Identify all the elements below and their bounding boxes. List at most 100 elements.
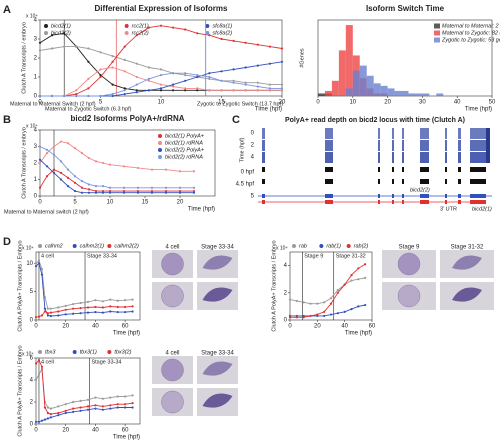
- data-point: [52, 168, 56, 171]
- data-point: [73, 147, 77, 150]
- heat-band: [458, 140, 461, 151]
- data-point: [343, 310, 346, 313]
- coverage: [378, 179, 380, 184]
- hist-bar: [338, 50, 346, 96]
- data-point: [350, 279, 353, 282]
- y-scale-label: x 10⁴: [22, 351, 34, 357]
- data-point: [43, 406, 47, 409]
- annotation-label: 4 cell: [41, 253, 54, 259]
- exon: [325, 200, 333, 204]
- annotation-label: Stage 9: [304, 253, 323, 259]
- data-point: [196, 89, 199, 92]
- heat-band: [378, 128, 380, 139]
- data-point: [57, 414, 60, 417]
- data-point: [178, 191, 182, 194]
- data-point: [38, 158, 42, 161]
- data-point: [131, 406, 134, 409]
- data-point: [38, 94, 42, 98]
- data-point: [288, 298, 292, 301]
- x-tick-label: 30: [419, 100, 426, 106]
- data-point: [101, 405, 104, 408]
- x-tick-label: 60: [369, 324, 376, 330]
- exon: [420, 194, 429, 198]
- data-point: [172, 72, 175, 75]
- data-point: [63, 45, 66, 48]
- data-point: [122, 189, 126, 193]
- embryo: [202, 361, 233, 376]
- y-tick-label: 6: [30, 356, 34, 362]
- data-point: [220, 37, 223, 41]
- legend-marker: [107, 244, 112, 248]
- data-point: [43, 418, 47, 421]
- legend-marker: [107, 350, 112, 354]
- y-tick-label: 0: [34, 94, 38, 100]
- gene-label: bicd2(2): [410, 187, 430, 193]
- data-point: [135, 91, 138, 94]
- row-label: 5: [251, 194, 255, 200]
- data-point: [99, 94, 102, 98]
- coverage: [392, 179, 394, 184]
- data-point: [109, 407, 112, 410]
- data-point: [116, 406, 119, 409]
- data-point: [94, 299, 97, 302]
- exon: [392, 200, 394, 204]
- data-point: [80, 152, 84, 155]
- exon: [445, 200, 447, 204]
- data-point: [244, 81, 247, 84]
- y-tick-label: 0: [284, 318, 288, 324]
- data-point: [34, 265, 38, 268]
- legend-marker: [44, 24, 48, 28]
- coverage: [420, 167, 429, 172]
- data-point: [75, 93, 78, 96]
- panel-letter: A: [3, 4, 11, 16]
- data-point: [184, 87, 187, 90]
- data-point: [72, 400, 75, 404]
- data-point: [49, 416, 52, 419]
- exon: [325, 194, 333, 198]
- data-point: [34, 316, 38, 319]
- data-point: [66, 176, 70, 179]
- legend-label: Maternal to Zygotic: 82 genes: [442, 30, 500, 36]
- data-point: [87, 183, 91, 186]
- legend-marker: [205, 24, 210, 28]
- data-point: [184, 72, 187, 75]
- data-point: [75, 45, 78, 48]
- heat-band: [262, 128, 265, 139]
- x-axis-label: Time (hpf): [113, 435, 140, 441]
- data-point: [66, 168, 70, 171]
- data-point: [59, 178, 63, 181]
- image-label: Stage 31-32: [451, 245, 484, 251]
- x-tick-label: 0: [316, 100, 320, 106]
- data-point: [172, 83, 175, 86]
- x-tick-label: 10: [107, 200, 114, 206]
- legend-marker: [158, 141, 162, 145]
- x-tick-label: 5: [73, 200, 77, 206]
- data-point: [86, 306, 90, 309]
- data-point: [131, 310, 134, 313]
- data-point: [131, 402, 134, 405]
- data-point: [101, 300, 104, 303]
- data-point: [268, 89, 271, 92]
- annotation-label: Stage 33-34: [91, 359, 121, 365]
- y-tick-label: 4: [34, 128, 38, 134]
- legend-label: tbx3(2): [114, 349, 131, 355]
- data-point: [52, 171, 56, 174]
- data-point: [64, 308, 67, 311]
- data-point: [288, 316, 292, 319]
- data-point: [111, 60, 114, 63]
- data-point: [109, 310, 112, 313]
- data-point: [109, 305, 112, 308]
- data-point: [136, 191, 140, 194]
- data-point: [79, 307, 82, 310]
- embryo: [452, 287, 482, 302]
- data-point: [280, 87, 284, 90]
- data-point: [46, 314, 49, 317]
- exon: [445, 194, 447, 198]
- data-point: [124, 406, 127, 409]
- data-point: [111, 93, 114, 96]
- data-point: [184, 89, 187, 92]
- heat-band: [325, 128, 333, 139]
- data-point: [59, 160, 63, 163]
- data-point: [232, 89, 235, 92]
- legend-label: rcc2(2): [132, 30, 149, 36]
